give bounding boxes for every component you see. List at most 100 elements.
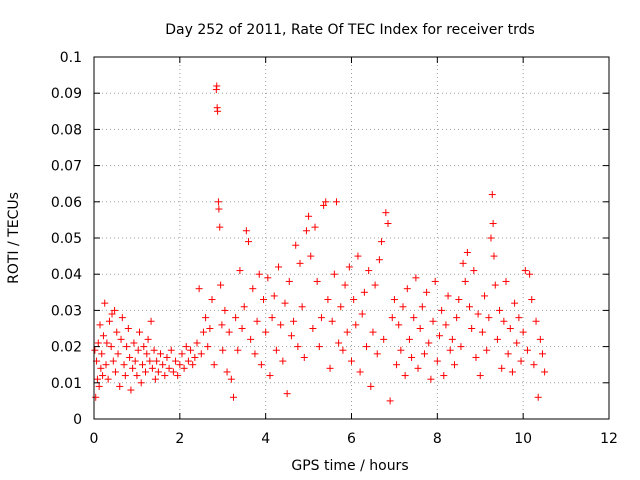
data-point [127,386,135,394]
data-point [457,343,465,351]
data-point [290,317,298,325]
data-point [140,343,148,351]
data-point [169,368,177,376]
data-point [272,346,280,354]
data-point [105,317,113,325]
data-point [163,353,171,361]
data-point [369,328,377,336]
data-point [137,379,145,387]
data-point [298,303,306,311]
data-point [490,252,498,260]
data-point [488,191,496,199]
data-point [440,372,448,380]
data-point [313,277,321,285]
data-point [157,350,165,358]
axis-ticks: 0 2 4 6 8 10 12 0 0.01 0.02 0.03 0.04 0.05 0.06 0.07 0.… [51,50,618,447]
data-point [322,198,330,206]
chart-title: Day 252 of 2011, Rate Of TEC Index for r… [165,22,535,38]
data-point [502,277,510,285]
data-point [249,285,257,293]
data-point [223,368,231,376]
data-point [153,357,161,365]
data-point [513,339,521,347]
data-point [380,335,388,343]
y-tick-label: 0 [73,412,82,428]
data-point [126,353,134,361]
data-point [446,346,454,354]
data-point [264,274,272,282]
data-point [121,372,129,380]
data-point [500,317,508,325]
data-point [405,335,413,343]
data-point [496,306,504,314]
data-points [91,82,549,405]
data-point [114,350,122,358]
data-point [309,325,317,332]
data-point [97,364,105,372]
data-point [472,353,480,361]
data-point [395,321,403,329]
data-point [111,368,119,376]
x-tick-label: 0 [90,431,99,447]
data-point [151,375,159,383]
data-point [305,212,313,220]
data-point [337,303,345,311]
data-point [148,364,156,372]
data-point [130,339,138,347]
y-tick-label: 0.03 [51,303,82,319]
data-point [202,314,210,322]
data-point [268,314,276,322]
data-point [176,361,184,369]
data-point [260,296,268,304]
y-tick-label: 0.08 [51,122,82,138]
data-point [204,343,212,351]
data-point [240,303,248,311]
data-point [350,296,358,304]
data-point [262,328,270,336]
data-point [431,277,439,285]
data-point [270,292,278,300]
data-point [236,267,244,275]
data-point [227,375,235,383]
data-point [412,274,420,282]
data-point [326,364,334,372]
data-point [425,339,433,347]
data-point [247,335,255,343]
data-point [517,357,525,365]
data-point [330,270,338,278]
data-point [221,306,229,314]
data-point [116,382,124,390]
data-point [133,372,141,380]
data-point [491,281,499,289]
data-point [536,335,544,343]
x-tick-label: 2 [175,431,184,447]
data-point [470,267,478,275]
data-point [146,357,154,365]
data-point [528,296,536,304]
data-point [94,339,102,347]
data-point [214,198,222,206]
data-point [307,252,315,260]
data-point [311,223,319,231]
data-point [294,343,302,351]
data-point [296,259,304,267]
data-point [124,325,132,332]
data-point [91,346,99,354]
data-point [277,321,285,329]
data-point [317,314,325,322]
data-point [320,201,328,209]
data-point [143,350,151,358]
data-point [172,357,180,365]
data-point [225,328,233,336]
data-point [384,220,392,228]
data-point [229,393,237,401]
data-point [144,335,152,343]
x-tick-label: 10 [514,431,532,447]
data-point [147,317,155,325]
data-point [363,343,371,351]
data-point [382,209,390,217]
data-point [180,364,188,372]
data-point [481,292,489,300]
data-point [215,205,223,213]
data-point [541,368,549,376]
